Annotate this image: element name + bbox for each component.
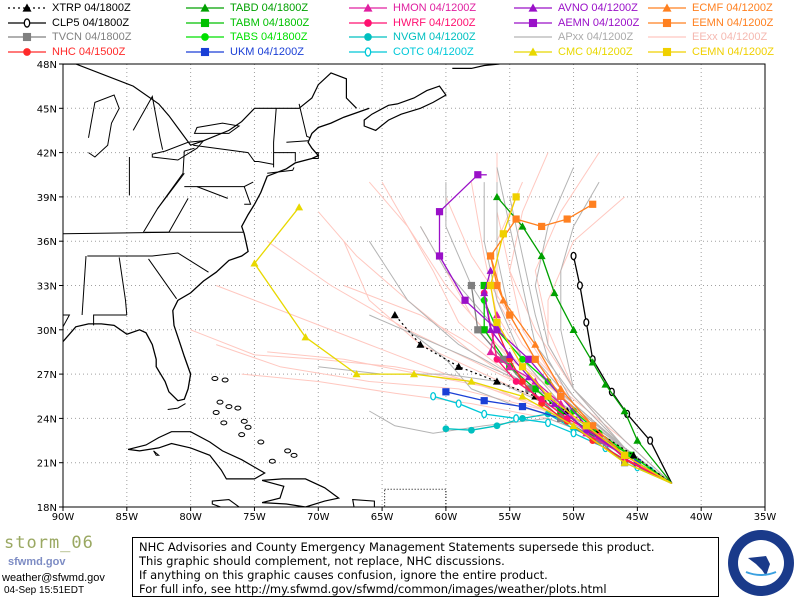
lat-tick-label: 39N bbox=[37, 193, 57, 204]
legend-label: CLP5 04/1800Z bbox=[52, 16, 130, 29]
lat-tick-label: 42N bbox=[37, 149, 57, 160]
legend-swatch-icon bbox=[8, 47, 46, 56]
lon-tick-label: 90W bbox=[52, 512, 75, 523]
legend-label: TABM 04/1800Z bbox=[230, 16, 310, 29]
legend-swatch-icon bbox=[648, 36, 686, 38]
lon-tick-label: 70W bbox=[307, 512, 330, 523]
lon-tick-label: 85W bbox=[116, 512, 139, 523]
legend-label: XTRP 04/1800Z bbox=[52, 2, 131, 14]
legend: XTRP 04/1800Z CLP5 04/1800Z TVCN 04/1800Z N… bbox=[0, 0, 800, 58]
legend-swatch-icon bbox=[186, 47, 224, 56]
lat-tick-label: 45N bbox=[37, 104, 57, 115]
legend-swatch-icon bbox=[648, 3, 686, 12]
legend-swatch-icon bbox=[648, 47, 686, 56]
legend-swatch-icon bbox=[186, 3, 224, 12]
lon-tick-label: 55W bbox=[498, 512, 521, 523]
legend-swatch-icon bbox=[8, 3, 46, 12]
lon-tick-label: 65W bbox=[371, 512, 394, 523]
lon-tick-label: 45W bbox=[626, 512, 649, 523]
legend-swatch-icon bbox=[514, 36, 552, 38]
legend-swatch-icon bbox=[8, 32, 46, 42]
axis-ticks: 90W 85W 80W 75W 70W 65W 60W 55W 50W 45W 40W 35W 18N 2… bbox=[37, 60, 777, 523]
disclaimer-box: NHC Advisories and County Emergency Mana… bbox=[132, 537, 719, 597]
timestamp: 04-Sep 15:51EDT bbox=[4, 585, 85, 596]
legend-label: NVGM 04/1200Z bbox=[393, 31, 476, 43]
legend-label: AVNO 04/1200Z bbox=[558, 2, 638, 14]
storm-name: storm_06 bbox=[4, 533, 94, 553]
legend-label: EEMN 04/1200Z bbox=[692, 16, 774, 29]
legend-swatch-icon bbox=[648, 18, 686, 27]
sfwmd-logo-text: sfwmd.gov bbox=[8, 556, 66, 568]
legend-label: AEMN 04/1200Z bbox=[558, 16, 640, 29]
legend-label: NHC 04/1500Z bbox=[52, 45, 126, 58]
coastlines bbox=[63, 64, 500, 507]
lat-tick-label: 48N bbox=[37, 60, 57, 71]
legend-label: TABS 04/1800Z bbox=[230, 31, 308, 43]
lon-tick-label: 40W bbox=[690, 512, 713, 523]
lat-tick-label: 18N bbox=[37, 503, 57, 514]
legend-label: CEMN 04/1200Z bbox=[692, 45, 774, 58]
disclaimer-line: For full info, see http://my.sfwmd.gov/s… bbox=[139, 582, 607, 596]
lon-tick-label: 50W bbox=[562, 512, 585, 523]
legend-label: HMON 04/1200Z bbox=[393, 2, 477, 14]
legend-swatch-icon bbox=[349, 33, 387, 41]
lon-tick-label: 75W bbox=[243, 512, 266, 523]
legend-label: TABD 04/1800Z bbox=[230, 2, 309, 14]
disclaimer-line: NHC Advisories and County Emergency Mana… bbox=[139, 540, 655, 554]
disclaimer-line: If anything on this graphic causes confu… bbox=[139, 568, 548, 582]
lat-tick-label: 30N bbox=[37, 326, 57, 337]
legend-label: ECMF 04/1200Z bbox=[692, 2, 773, 14]
legend-swatch-icon bbox=[349, 46, 387, 57]
legend-swatch-icon bbox=[349, 18, 387, 27]
disclaimer-line: This graphic should complement, not repl… bbox=[139, 554, 505, 568]
lon-tick-label: 80W bbox=[179, 512, 202, 523]
lat-tick-label: 36N bbox=[37, 237, 57, 248]
legend-swatch-icon bbox=[514, 3, 552, 12]
legend-label: CMC 04/1200Z bbox=[558, 45, 633, 58]
legend-swatch-icon bbox=[514, 47, 552, 56]
sfwmd-seal-icon bbox=[728, 530, 794, 596]
legend-swatch-icon bbox=[349, 3, 387, 12]
legend-label: HWRF 04/1200Z bbox=[393, 16, 476, 29]
lat-tick-label: 27N bbox=[37, 370, 57, 381]
lon-tick-label: 60W bbox=[435, 512, 458, 523]
legend-swatch-icon bbox=[514, 18, 552, 27]
lat-tick-label: 33N bbox=[37, 282, 57, 293]
legend-label: COTC 04/1200Z bbox=[393, 45, 474, 58]
legend-label: EExx 04/1200Z bbox=[692, 31, 768, 43]
legend-swatch-icon bbox=[8, 17, 46, 28]
lon-tick-label: 35W bbox=[754, 512, 777, 523]
lat-tick-label: 21N bbox=[37, 459, 57, 470]
legend-label: TVCN 04/1800Z bbox=[52, 31, 132, 43]
legend-swatch-icon bbox=[186, 33, 224, 41]
lat-lon-grid bbox=[63, 64, 765, 507]
contact-email: weather@sfwmd.gov bbox=[2, 572, 105, 584]
legend-swatch-icon bbox=[186, 18, 224, 27]
legend-label: UKM 04/1200Z bbox=[230, 45, 304, 58]
legend-label: APxx 04/1200Z bbox=[558, 31, 634, 43]
lat-tick-label: 24N bbox=[37, 414, 57, 425]
model-tracks bbox=[190, 152, 673, 484]
